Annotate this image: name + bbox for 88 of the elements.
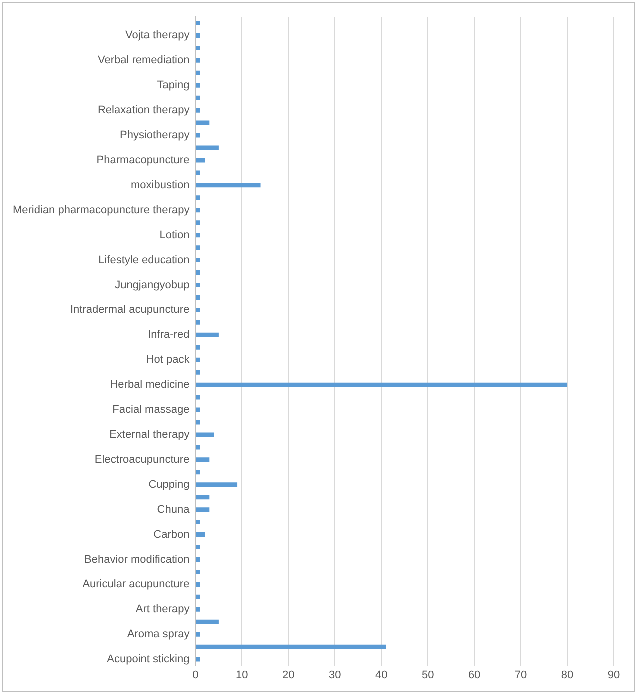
bar xyxy=(196,33,200,38)
bar xyxy=(196,495,210,500)
bar xyxy=(196,482,238,488)
bar xyxy=(196,320,200,325)
y-tick-label: Electroacupuncture xyxy=(94,454,190,466)
y-tick-label: Behavior modification xyxy=(84,554,190,566)
bar xyxy=(196,96,200,100)
bar xyxy=(196,358,200,362)
bar xyxy=(196,594,200,600)
bar xyxy=(196,183,261,188)
bar xyxy=(196,657,200,662)
bar xyxy=(196,208,200,213)
bar xyxy=(196,370,200,375)
bar xyxy=(196,20,200,26)
y-tick-label: Hot pack xyxy=(146,354,190,366)
bar xyxy=(196,170,200,176)
y-tick-label: Cupping xyxy=(148,478,190,491)
bar xyxy=(196,158,206,163)
bar xyxy=(196,508,210,512)
y-tick-label: Verbal remediation xyxy=(98,54,190,67)
y-tick-label: Relaxation therapy xyxy=(98,104,190,117)
y-tick-label: Jungjangyobup xyxy=(115,279,190,292)
x-tick-label: 60 xyxy=(468,669,481,682)
bar xyxy=(196,258,200,263)
bar xyxy=(196,458,210,462)
bar xyxy=(196,570,200,574)
bar xyxy=(196,196,200,200)
bar xyxy=(196,582,200,587)
bar xyxy=(196,445,200,450)
bar xyxy=(196,632,200,637)
x-tick-label: 50 xyxy=(422,669,434,682)
bar xyxy=(196,345,200,350)
y-tick-label: Chuna xyxy=(157,504,191,516)
x-tick-label: 80 xyxy=(561,669,574,682)
y-tick-label: Art therapy xyxy=(136,604,190,616)
bar xyxy=(196,108,200,113)
bar xyxy=(196,58,200,63)
y-tick-label: Meridian pharmacopuncture therapy xyxy=(12,204,190,216)
y-tick-label: Lifestyle education xyxy=(98,254,190,266)
bar xyxy=(196,133,200,138)
bar xyxy=(196,233,200,238)
y-tick-label: Vojta therapy xyxy=(125,30,190,42)
y-tick-label: Physiotherapy xyxy=(120,130,190,142)
bar xyxy=(196,395,200,400)
x-tick-label: 90 xyxy=(608,669,620,682)
y-tick-label: Herbal medicine xyxy=(110,379,190,392)
bar xyxy=(196,420,200,425)
bar xyxy=(196,270,200,276)
bar xyxy=(196,432,214,438)
bar xyxy=(196,220,200,226)
y-tick-label: Pharmacopuncture xyxy=(96,154,190,167)
bar xyxy=(196,408,200,412)
y-tick-label: moxibustion xyxy=(131,179,190,192)
bar xyxy=(196,545,200,550)
bar xyxy=(196,308,200,312)
bar xyxy=(196,607,200,612)
x-tick-label: 40 xyxy=(375,669,388,682)
x-tick-label: 0 xyxy=(192,669,199,682)
bar xyxy=(196,283,200,288)
bar xyxy=(196,120,210,126)
bar xyxy=(196,246,200,250)
x-tick-label: 20 xyxy=(282,669,295,682)
x-tick-label: 30 xyxy=(329,669,342,682)
y-tick-label: Auricular acupuncture xyxy=(82,578,190,591)
y-tick-label: Intradermal acupuncture xyxy=(70,304,190,316)
bar xyxy=(196,620,219,624)
x-tick-label: 70 xyxy=(514,669,528,682)
y-tick-label: Carbon xyxy=(154,528,190,541)
bar xyxy=(196,332,219,338)
bar xyxy=(196,46,200,50)
bar xyxy=(196,382,568,388)
y-tick-label: Aroma spray xyxy=(127,628,190,641)
y-tick-label: Lotion xyxy=(160,229,190,242)
y-tick-label: Facial massage xyxy=(112,404,190,416)
bar xyxy=(196,520,200,525)
y-tick-label: Acupoint sticking xyxy=(107,654,190,666)
y-tick-label: Taping xyxy=(157,80,190,92)
x-tick-label: 10 xyxy=(236,669,248,682)
bar xyxy=(196,146,219,150)
bar xyxy=(196,70,200,76)
y-tick-label: External therapy xyxy=(110,429,190,442)
bar xyxy=(196,295,200,300)
bar xyxy=(196,83,200,88)
bar xyxy=(196,470,200,475)
y-tick-label: Infra-red xyxy=(148,329,190,342)
bar xyxy=(196,558,200,562)
bar xyxy=(196,532,206,538)
bar xyxy=(196,644,386,650)
